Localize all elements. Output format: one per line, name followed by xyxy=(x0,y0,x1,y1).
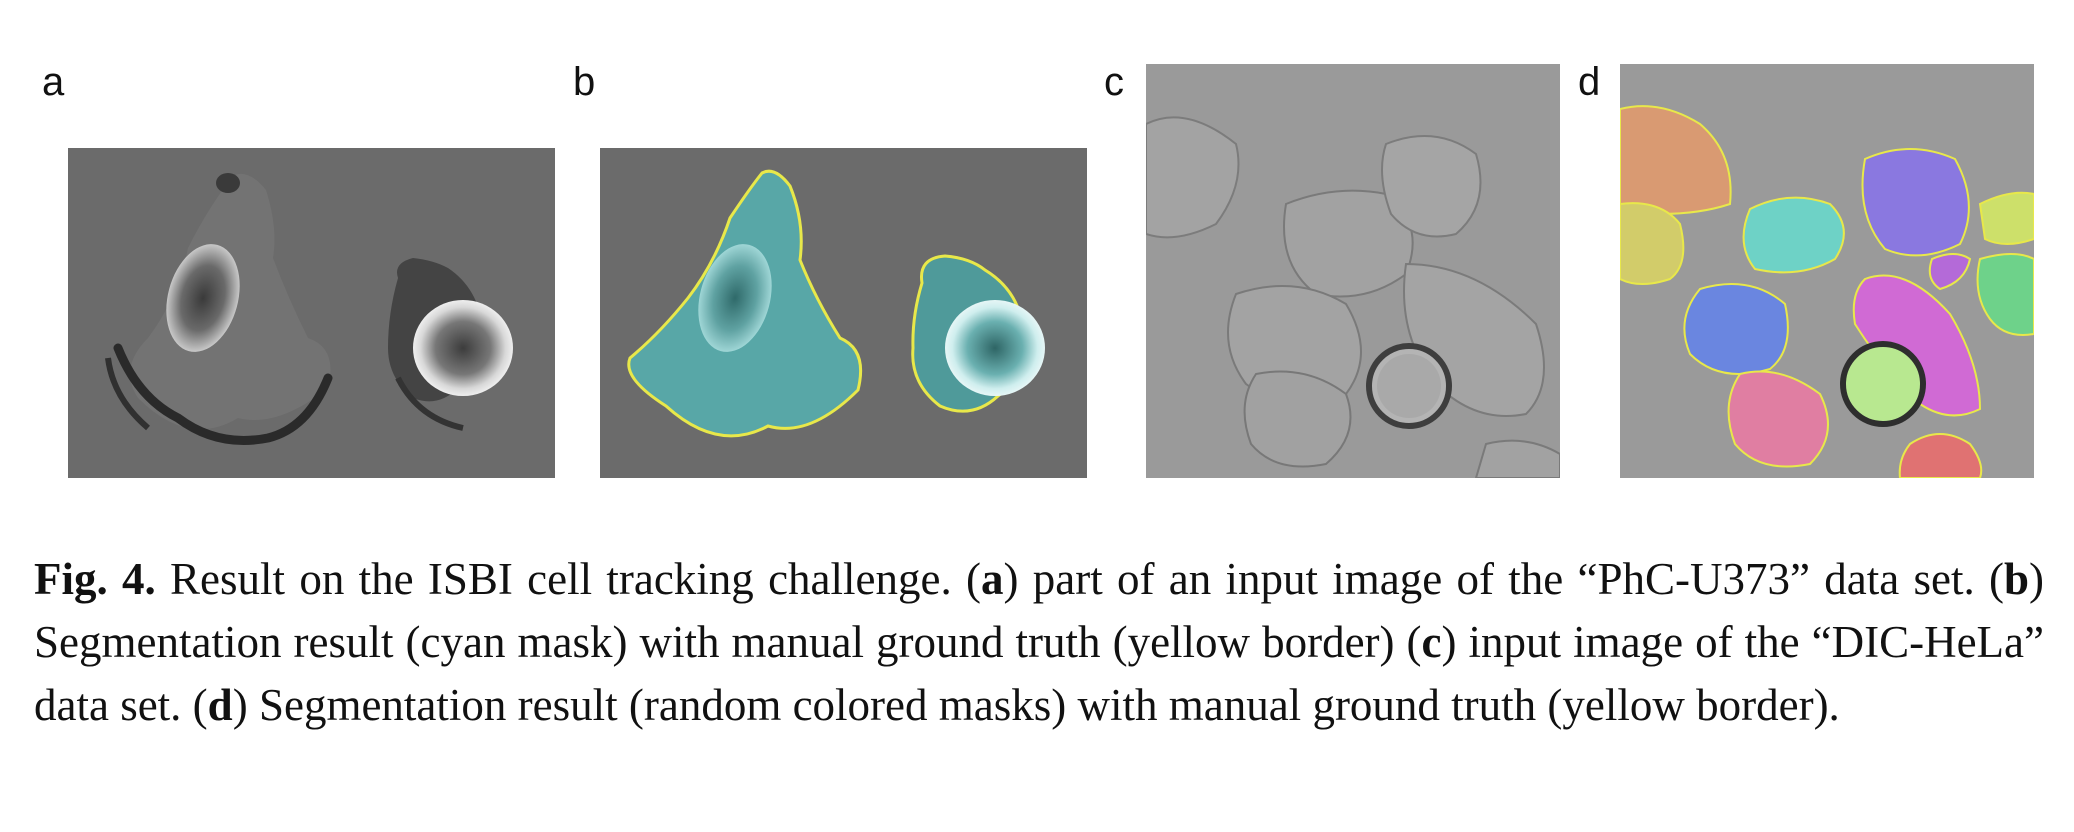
figure-caption: Fig. 4. Result on the ISBI cell tracking… xyxy=(34,548,2044,737)
caption-text-3: ) Segmentation result (cyan mask) with m… xyxy=(34,554,2044,667)
caption-ref-b: b xyxy=(2003,554,2029,604)
panel-label-d: d xyxy=(1578,60,1601,104)
caption-ref-c: c xyxy=(1421,617,1442,667)
caption-ref-a: a xyxy=(980,554,1004,604)
phc-input-image xyxy=(68,148,555,478)
caption-text-5: ) Segmentation result (random colored ma… xyxy=(232,680,1840,730)
caption-ref-d: d xyxy=(207,680,233,730)
panel-label-c: c xyxy=(1104,60,1124,104)
dic-hela-input-image xyxy=(1146,64,1560,478)
caption-text-1: Result on the ISBI cell tracking challen… xyxy=(155,554,981,604)
phc-segmentation-image xyxy=(600,148,1087,478)
caption-text-2: ) part of an input image of the “PhC-U37… xyxy=(1003,554,2004,604)
panel-label-b: b xyxy=(573,60,596,104)
panel-label-a: a xyxy=(42,60,65,104)
caption-fig-label: Fig. 4. xyxy=(34,554,156,604)
dic-hela-segmentation-image xyxy=(1620,64,2034,478)
caption-text-4: ) input image of the “DIC-HeLa” data set… xyxy=(34,617,2044,730)
